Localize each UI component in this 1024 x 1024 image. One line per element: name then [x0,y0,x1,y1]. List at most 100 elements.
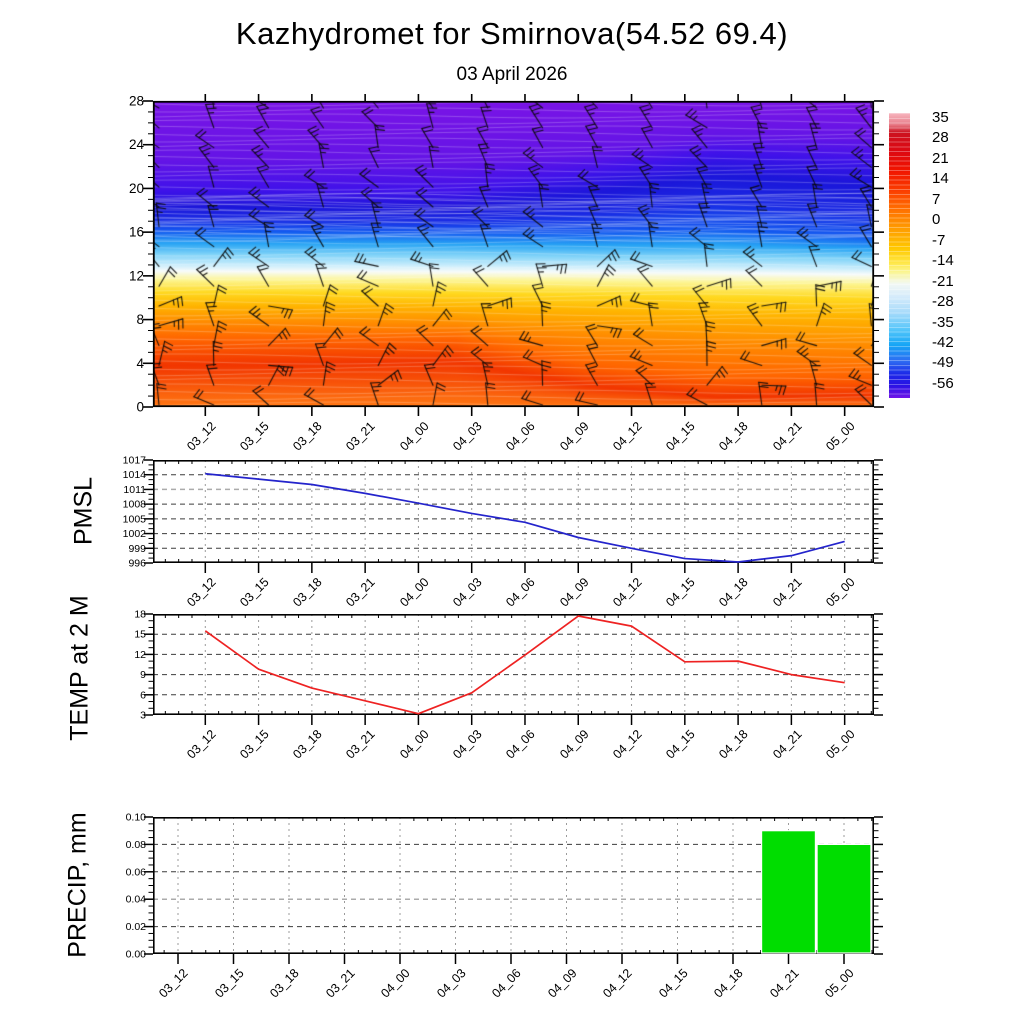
colorbar-tick-label: 21 [932,149,949,167]
x-tick-label: 05_00 [823,727,858,762]
colorbar-tick-label: -28 [932,293,954,311]
x-tick-label: 03_21 [343,727,379,762]
cross-section-field [153,101,874,407]
y-tick-label: 996 [128,558,146,570]
x-tick-label: 04_09 [556,727,592,762]
colorbar-tick-label: -35 [932,313,954,331]
x-tick-label: 04_12 [600,966,635,1001]
x-tick-label: 04_12 [609,727,645,762]
x-tick-label: 04_21 [769,727,805,762]
colorbar-tick-label: 0 [932,211,941,229]
y-tick-label: 0.06 [126,866,147,878]
colorbar-tick-label: 35 [932,109,949,126]
x-tick-label: 03_21 [322,966,358,1001]
y-tick-label: 9 [140,669,146,681]
y-tick-label: 1008 [123,499,147,511]
x-tick-label: 04_15 [655,966,691,1001]
x-tick-label: 03_21 [343,575,379,610]
x-tick-label: 03_15 [237,727,272,762]
y-tick-label: 1002 [123,528,147,540]
y-tick-label: 0.08 [126,839,147,851]
colorbar-tick-label: 28 [932,129,949,147]
colorbar-tick-label: 14 [932,170,949,188]
colorbar-tick-label: -42 [932,333,954,351]
x-tick-label: 03_18 [290,419,325,454]
x-tick-label: 03_18 [290,575,325,610]
precip-bar [760,830,817,954]
y-tick-label: 4 [136,356,144,371]
x-tick-label: 05_00 [823,575,858,610]
x-tick-label: 03_12 [183,575,219,610]
x-tick-label: 04_00 [378,966,413,1001]
x-tick-label: 04_15 [663,575,698,610]
x-tick-label: 04_12 [609,419,645,454]
page-title: Kazhydromet for Smirnova(54.52 69.4) [235,16,789,51]
cross-section-frame: 0 4 8 12 16 20 24 28 [129,94,884,416]
y-tick-label: 0.04 [126,894,147,906]
y-tick-label: 1017 [123,455,147,467]
x-tick-label: 04_09 [556,575,592,610]
y-tick-label: 0 [136,400,144,415]
y-tick-label: 1005 [123,513,147,525]
precip-bar [816,843,872,954]
x-tick-label: 04_15 [663,727,698,762]
y-tick-label: 12 [129,268,144,283]
x-tick-label: 03_12 [183,419,219,454]
temp2m-panel: 3 6 9 12 15 18 [134,609,883,725]
x-tick-label: 04_03 [450,575,485,610]
x-tick-label: 04_00 [396,727,432,762]
x-tick-label: 03_18 [290,727,325,762]
y-tick-label: 0.02 [126,921,147,933]
x-tick-label: 03_15 [211,966,247,1001]
x-tick-label: 04_12 [609,575,645,610]
x-tick-label: 04_21 [766,966,802,1001]
colorbar-tick-label: -56 [932,374,954,392]
y-tick-label: 0.10 [126,812,147,824]
x-tick-label: 03_18 [267,966,302,1001]
x-tick-label: 03_21 [343,419,379,454]
x-tick-label: 03_15 [237,419,272,454]
x-tick-label: 04_18 [716,727,752,762]
x-tick-label: 03_12 [156,966,191,1001]
x-tick-label: 04_00 [396,419,432,454]
page-subtitle: 03 April 2026 [456,64,568,85]
y-tick-label: 15 [134,629,146,641]
y-tick-label: 24 [129,137,145,152]
temp-axis-title: TEMP at 2 M [65,595,94,741]
x-tick-label: 04_06 [503,419,538,454]
x-tick-label: 03_12 [183,727,219,762]
x-tick-label: 04_03 [450,419,485,454]
x-tick-label: 04_03 [450,727,485,762]
y-tick-label: 1014 [123,469,147,481]
y-tick-label: 6 [140,689,146,701]
x-tick-label: 04_18 [716,575,752,610]
colorbar-tick-label: 7 [932,190,941,208]
y-tick-label: 8 [136,312,144,327]
y-tick-label: 1011 [123,484,146,496]
y-tick-label: 999 [128,543,146,555]
x-tick-label: 04_03 [433,966,469,1001]
x-tick-label: 04_18 [711,966,746,1001]
x-tick-label: 04_18 [716,419,752,454]
y-tick-label: 3 [140,710,146,722]
x-tick-label: 04_06 [503,727,538,762]
y-tick-label: 20 [129,181,144,196]
y-tick-label: 12 [134,649,146,661]
colorbar-tick-label: -14 [932,252,954,270]
x-tick-label: 04_21 [769,419,805,454]
x-tick-label: 04_06 [489,966,524,1001]
x-tick-label: 04_21 [769,575,805,610]
y-tick-label: 28 [129,94,144,109]
precip-panel: 0.00 0.02 0.04 0.06 0.08 0.10 [126,812,883,964]
x-tick-label: 03_15 [237,575,272,610]
y-tick-label: 18 [134,609,146,621]
x-tick-label: 04_09 [544,966,580,1001]
colorbar-tick-label: -21 [932,272,954,290]
x-tick-label: 04_09 [556,419,592,454]
x-tick-label: 04_15 [663,419,698,454]
x-tick-label: 04_00 [396,575,432,610]
colorbar-tick-label: -7 [932,231,946,249]
pmsl-panel: 996 999 1002 1005 1008 1011 1014 1017 [123,455,883,573]
x-tick-label: 05_00 [822,966,857,1001]
